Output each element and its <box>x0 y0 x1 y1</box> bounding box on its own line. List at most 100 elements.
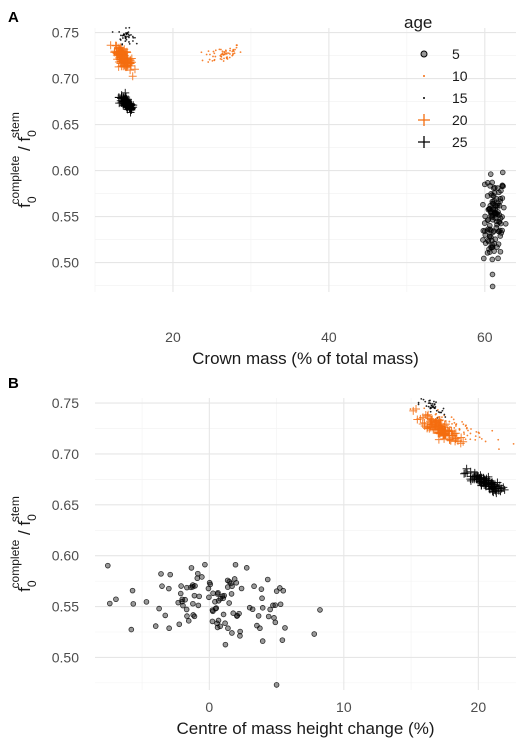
point-age-15 <box>134 36 136 39</box>
point-age-5 <box>222 620 228 627</box>
point-age-5 <box>246 604 253 611</box>
point-age-10 <box>434 413 437 416</box>
point-age-10 <box>498 448 500 451</box>
y-tick-label: 0.60 <box>52 163 79 179</box>
point-age-10 <box>223 51 226 54</box>
point-age-20 <box>446 436 455 445</box>
y-tick-label: 0.50 <box>52 255 79 271</box>
y-tick-label: 0.55 <box>52 209 79 225</box>
point-age-20 <box>445 427 454 436</box>
point-age-15 <box>430 404 433 407</box>
point-age-5 <box>259 638 266 644</box>
legend-key-20 <box>418 114 430 126</box>
point-age-10 <box>212 50 215 53</box>
point-age-5 <box>490 200 497 207</box>
point-age-15 <box>128 43 131 45</box>
point-age-5 <box>311 631 318 637</box>
point-age-5 <box>484 180 491 186</box>
point-age-15 <box>127 33 130 36</box>
point-age-25 <box>466 475 475 484</box>
panel-label: B <box>8 375 19 392</box>
panel-label: A <box>8 9 19 26</box>
point-age-5 <box>158 571 164 577</box>
point-age-15 <box>424 400 427 403</box>
point-age-5 <box>495 241 502 247</box>
point-age-5 <box>488 227 494 234</box>
point-age-5 <box>482 213 488 220</box>
point-age-5 <box>257 625 263 632</box>
y-tick-label: 0.60 <box>52 548 79 564</box>
point-age-10 <box>233 52 236 55</box>
point-age-10 <box>205 53 208 56</box>
point-age-5 <box>499 182 506 189</box>
point-age-20 <box>441 431 450 440</box>
point-age-10 <box>448 420 451 423</box>
point-age-10 <box>207 50 210 53</box>
point-age-15 <box>121 43 124 46</box>
point-age-20 <box>427 416 436 425</box>
point-age-5 <box>184 613 190 619</box>
point-age-10 <box>200 51 203 54</box>
point-age-5 <box>191 613 198 620</box>
point-age-25 <box>117 94 126 103</box>
point-age-10 <box>409 408 412 410</box>
point-age-5 <box>225 625 231 632</box>
point-age-5 <box>497 220 504 227</box>
point-age-15 <box>431 405 434 408</box>
point-age-10 <box>218 48 221 51</box>
point-age-5 <box>196 593 202 600</box>
point-age-15 <box>420 397 423 400</box>
point-age-20 <box>126 59 135 68</box>
point-age-5 <box>156 605 162 612</box>
point-age-5 <box>259 595 265 602</box>
point-age-5 <box>280 587 287 594</box>
point-age-15 <box>435 401 437 404</box>
point-age-5 <box>258 586 265 592</box>
series-age-10 <box>200 44 242 63</box>
point-age-5 <box>501 204 507 211</box>
point-age-5 <box>166 585 172 592</box>
point-age-5 <box>226 600 232 606</box>
point-age-10 <box>463 431 465 434</box>
point-age-20 <box>457 433 466 442</box>
point-age-15 <box>444 416 447 418</box>
point-age-10 <box>220 48 222 51</box>
point-age-10 <box>453 421 456 424</box>
point-age-10 <box>478 436 481 439</box>
point-age-5 <box>226 578 233 585</box>
y-tick-label: 0.65 <box>52 497 79 513</box>
x-tick-label: 40 <box>321 329 337 345</box>
point-age-5 <box>488 212 494 219</box>
point-age-15 <box>135 42 138 45</box>
point-age-5 <box>205 585 212 592</box>
point-age-20 <box>413 415 422 424</box>
point-age-15 <box>429 402 432 405</box>
point-age-10 <box>453 427 456 429</box>
point-age-15 <box>122 33 125 35</box>
point-age-5 <box>267 606 273 613</box>
y-tick-label: 0.50 <box>52 649 79 665</box>
point-age-20 <box>412 404 421 413</box>
point-age-10 <box>220 53 223 56</box>
x-axis-label: Centre of mass height change (%) <box>177 719 435 738</box>
point-age-5 <box>489 244 496 250</box>
point-age-20 <box>130 65 139 74</box>
y-tick-label: 0.70 <box>52 71 79 87</box>
point-age-10 <box>229 47 232 50</box>
point-age-10 <box>228 56 231 59</box>
point-age-10 <box>474 435 477 438</box>
point-age-5 <box>195 602 202 609</box>
point-age-5 <box>238 585 245 592</box>
point-age-15 <box>127 35 129 38</box>
point-age-5 <box>130 601 137 607</box>
point-age-10 <box>209 53 211 56</box>
point-age-10 <box>451 422 453 425</box>
series-age-15 <box>417 397 447 419</box>
point-age-5 <box>502 221 509 227</box>
point-age-5 <box>232 561 239 568</box>
point-age-15 <box>124 35 127 38</box>
point-age-10 <box>223 57 225 60</box>
series-age-15 <box>111 26 138 46</box>
point-age-5 <box>491 190 498 196</box>
point-age-5 <box>273 682 280 688</box>
